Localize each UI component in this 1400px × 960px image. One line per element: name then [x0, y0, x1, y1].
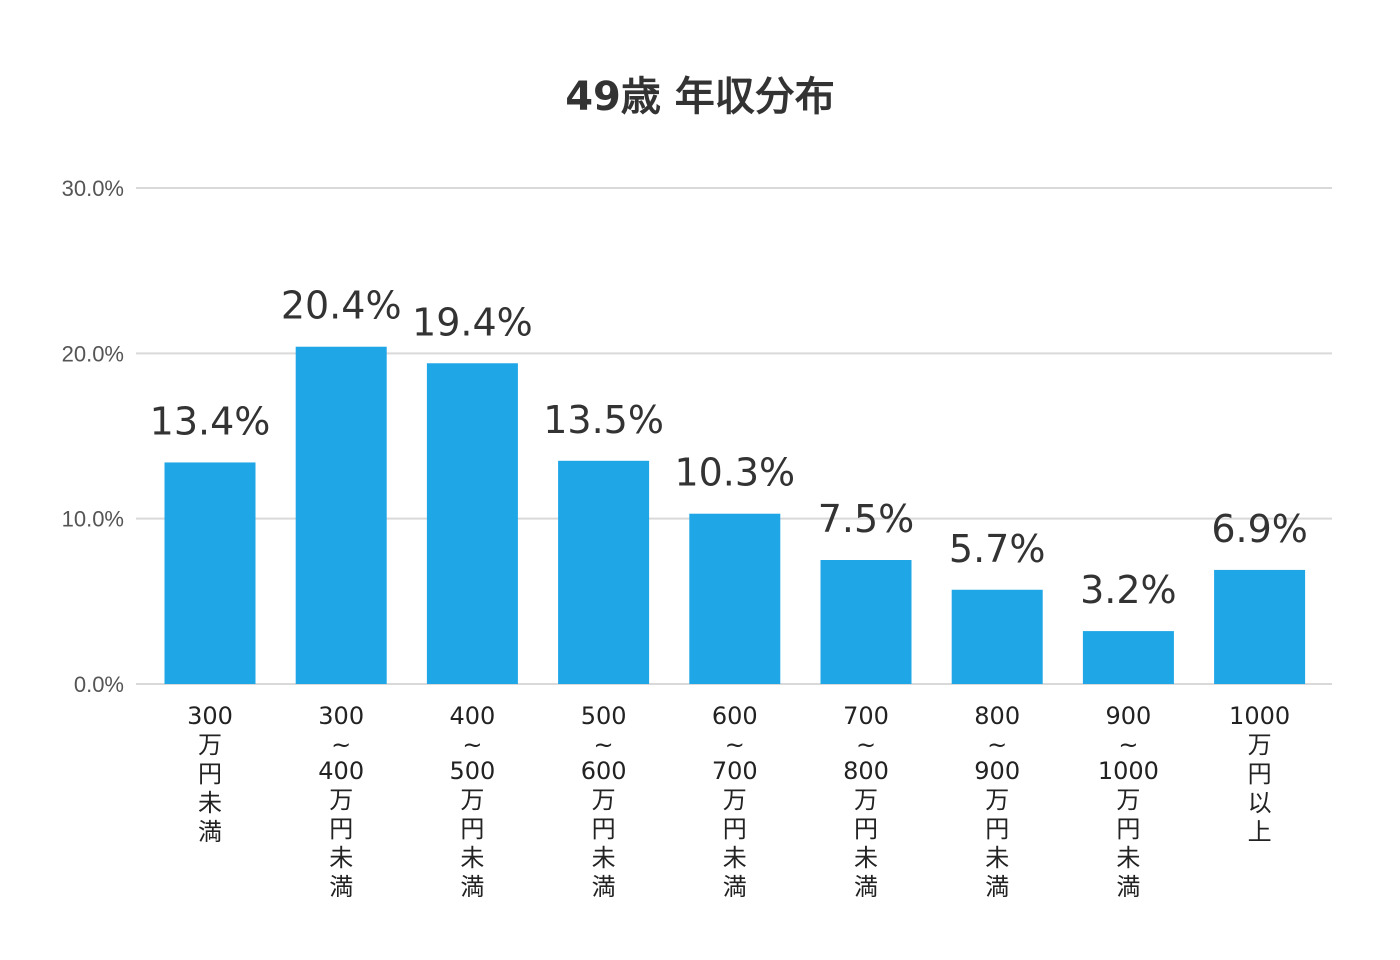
x-tick-label-line: 900 [1105, 702, 1151, 730]
x-tick-label-line: 万 [329, 786, 353, 814]
y-axis-ticks: 0.0% 10.0% 20.0% 30.0% [62, 176, 124, 697]
bar [426, 363, 518, 684]
bar [1214, 569, 1306, 684]
x-tick-label-line: 万 [460, 786, 484, 814]
x-tick-label-line: 未 [854, 844, 878, 872]
bar-value-label: 7.5% [818, 497, 915, 541]
x-tick-label-line: 300 [318, 702, 364, 730]
bars [164, 346, 1306, 684]
x-tick-label-line: 800 [843, 757, 889, 785]
bar [951, 589, 1043, 684]
bar-value-label: 3.2% [1080, 568, 1177, 612]
x-tick-label-line: 万 [723, 786, 747, 814]
x-tick-label-line: 未 [198, 789, 222, 817]
value-labels: 13.4% 20.4% 19.4% 13.5%10.3% 7.5% 5.7% 3.2% 6.9… [150, 284, 1308, 612]
bar-value-label: 19.4% [412, 300, 533, 344]
x-tick-label-line: ~ [331, 731, 351, 759]
x-tick-label-line: 未 [329, 844, 353, 872]
x-tick-label-line: 満 [460, 873, 484, 901]
x-tick-label-line: 万 [1248, 731, 1272, 759]
x-tick-label-line: 1000 [1098, 757, 1159, 785]
x-tick-label-line: 800 [974, 702, 1020, 730]
x-tick-label-line: 600 [712, 702, 758, 730]
bar [689, 513, 781, 684]
x-tick-label-line: 万 [592, 786, 616, 814]
x-tick-label-line: 500 [449, 757, 495, 785]
x-tick-label-line: 円 [1116, 815, 1140, 843]
bar-value-label: 6.9% [1211, 507, 1308, 551]
x-tick-label-line: ~ [856, 731, 876, 759]
x-tick-label-line: 700 [712, 757, 758, 785]
x-tick-label-line: 円 [854, 815, 878, 843]
x-tick-label-line: 円 [985, 815, 1009, 843]
x-tick-label-line: 満 [985, 873, 1009, 901]
x-tick-label-line: 未 [985, 844, 1009, 872]
bar [820, 560, 912, 684]
x-tick-label-line: 未 [1116, 844, 1140, 872]
bar [295, 346, 387, 684]
x-tick-label-line: 700 [843, 702, 889, 730]
x-tick-label-line: 400 [449, 702, 495, 730]
x-tick-label-line: 満 [592, 873, 616, 901]
x-tick-label-line: 満 [329, 873, 353, 901]
x-tick-label-line: ~ [594, 731, 614, 759]
bar-value-label: 13.4% [150, 399, 271, 443]
x-tick-label-line: 満 [1116, 873, 1140, 901]
x-tick-label-line: 600 [581, 757, 627, 785]
x-tick-label-line: 300 [187, 702, 233, 730]
bar-value-label: 5.7% [949, 527, 1046, 571]
x-tick-label-line: ~ [462, 731, 482, 759]
y-tick-label: 0.0% [74, 672, 124, 697]
x-tick-label-line: 円 [592, 815, 616, 843]
x-tick-label-line: 満 [854, 873, 878, 901]
x-tick-label-line: ~ [987, 731, 1007, 759]
x-tick-label-line: 円 [1248, 760, 1272, 788]
x-tick-label-line: 以 [1248, 789, 1272, 817]
x-tick-label-line: 円 [329, 815, 353, 843]
bar-value-label: 10.3% [674, 451, 795, 495]
x-tick-label-line: 満 [723, 873, 747, 901]
x-tick-label-line: 1000 [1229, 702, 1290, 730]
x-tick-label-line: 円 [198, 760, 222, 788]
chart-title: 49歳 年収分布 [565, 74, 835, 120]
x-tick-label-line: ~ [1118, 731, 1138, 759]
y-tick-label: 30.0% [62, 176, 124, 201]
x-tick-label-line: 円 [723, 815, 747, 843]
x-tick-label-line: 900 [974, 757, 1020, 785]
x-tick-label-line: 満 [198, 818, 222, 846]
y-tick-label: 20.0% [62, 341, 124, 366]
x-tick-label-line: 未 [592, 844, 616, 872]
x-tick-label-line: 万 [985, 786, 1009, 814]
x-tick-label-line: 万 [198, 731, 222, 759]
x-tick-label-line: 未 [460, 844, 484, 872]
x-tick-label-line: 上 [1248, 818, 1272, 846]
bar-value-label: 20.4% [281, 284, 402, 328]
bar [558, 460, 650, 684]
x-tick-label-line: 万 [1116, 786, 1140, 814]
bar [1082, 631, 1174, 684]
x-tick-label-line: ~ [725, 731, 745, 759]
x-tick-label-line: 未 [723, 844, 747, 872]
x-tick-label-line: 400 [318, 757, 364, 785]
bar-value-label: 13.5% [543, 398, 664, 442]
x-axis-ticks: 300万円未満300~400万円未満400~500万円未満500~600万円未満… [187, 702, 1290, 901]
bar [164, 462, 256, 684]
x-tick-label-line: 万 [854, 786, 878, 814]
x-tick-label-line: 500 [581, 702, 627, 730]
y-tick-label: 10.0% [62, 507, 124, 532]
x-tick-label-line: 円 [460, 815, 484, 843]
